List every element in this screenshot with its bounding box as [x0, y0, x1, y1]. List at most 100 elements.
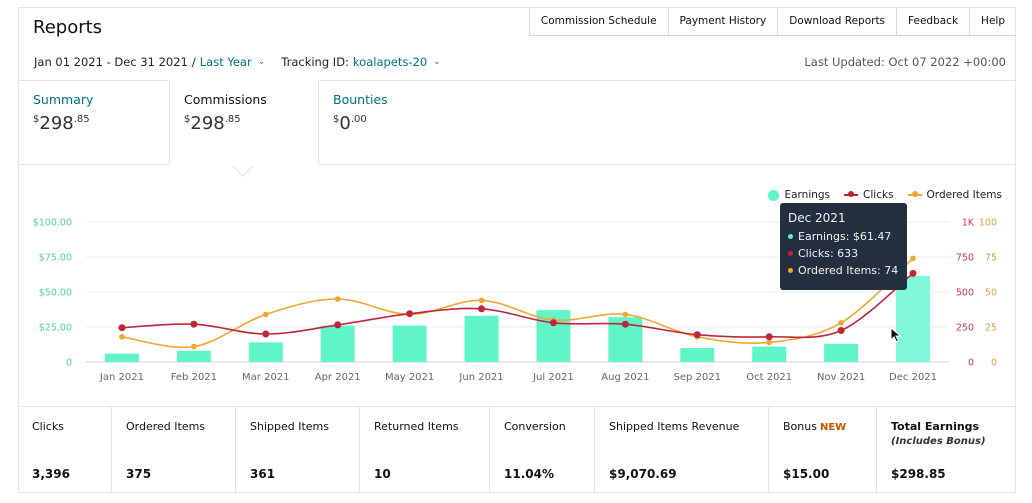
stat-value: $9,070.69: [609, 467, 677, 481]
right-ordered-axis-tick: 0: [991, 358, 997, 369]
tab-label: Summary: [33, 92, 94, 107]
ordered-items-point: [478, 297, 485, 304]
clicks-point: [909, 269, 917, 277]
clicks-dot-icon: [788, 251, 793, 256]
ordered-items-dot-icon: [788, 268, 793, 273]
stat-label: Bonus NEW: [783, 420, 847, 433]
tab-amount: $0.00: [333, 113, 367, 134]
clicks-point: [190, 320, 198, 328]
commission-schedule-button[interactable]: Commission Schedule: [530, 7, 669, 35]
legend-clicks[interactable]: Clicks: [844, 189, 894, 201]
chart-tooltip: Dec 2021 Earnings: $61.47 Clicks: 633 Or…: [780, 203, 907, 290]
left-axis-tick: 0: [66, 358, 72, 369]
download-reports-button[interactable]: Download Reports: [778, 7, 898, 35]
tab-label: Bounties: [333, 92, 388, 107]
ordered-items-point: [838, 320, 844, 326]
earnings-dot-icon: [788, 234, 793, 239]
right-ordered-axis-tick: 25: [985, 323, 997, 334]
x-axis-label: Feb 2021: [171, 372, 217, 383]
reports-panel: [18, 7, 1016, 493]
stat-label: Ordered Items: [126, 420, 206, 433]
divider: [18, 80, 1016, 81]
stat-value: $15.00: [783, 467, 830, 481]
tooltip-row-ordered-items: Ordered Items: 74: [788, 264, 899, 277]
clicks-point: [837, 327, 845, 334]
legend-earnings[interactable]: Earnings: [768, 189, 830, 201]
earnings-bar: [104, 353, 139, 362]
x-axis-label: Nov 2021: [817, 372, 865, 383]
earnings-bar: [176, 350, 211, 362]
page-title: Reports: [33, 17, 103, 38]
clicks-point: [765, 333, 773, 341]
ordered-items-point: [334, 296, 341, 302]
tab-commissions[interactable]: Commissions $298.85: [169, 80, 319, 164]
stat-returned-items: Returned Items 10: [360, 407, 490, 493]
stats-bar: Clicks 3,396 Ordered Items 375 Shipped I…: [18, 406, 1016, 493]
clicks-swatch: [844, 191, 859, 197]
tracking-id-dropdown[interactable]: koalapets-20: [352, 55, 428, 69]
earnings-bar: [392, 325, 427, 362]
stat-label: Conversion: [504, 420, 566, 433]
right-clicks-axis-tick: 500: [956, 288, 974, 299]
tab-amount: $298.85: [33, 113, 90, 134]
right-ordered-axis-tick: 50: [985, 288, 997, 299]
clicks-point: [478, 305, 486, 313]
ordered-items-point: [191, 343, 197, 350]
clicks-point: [118, 324, 126, 332]
earnings-bar: [680, 348, 715, 362]
right-clicks-axis-tick: 750: [956, 253, 974, 264]
left-axis-tick: $25.00: [39, 323, 72, 334]
clicks-point: [406, 310, 414, 318]
x-axis-label: Jan 2021: [99, 372, 144, 383]
summary-tabs: Summary $298.85 Commissions $298.85 Boun…: [19, 80, 1015, 164]
period-dropdown[interactable]: Last Year: [199, 55, 252, 69]
x-axis-label: Jul 2021: [532, 372, 574, 383]
payment-history-button[interactable]: Payment History: [669, 7, 779, 35]
tab-bounties[interactable]: Bounties $0.00: [319, 80, 469, 164]
stat-value: 11.04%: [504, 467, 554, 481]
stat-value: 375: [126, 467, 152, 481]
new-badge: NEW: [819, 422, 847, 433]
tooltip-title: Dec 2021: [788, 211, 846, 225]
last-updated-text: Last Updated: Oct 07 2022 +00:00: [804, 55, 1006, 69]
earnings-bar: [320, 325, 355, 362]
chevron-down-icon[interactable]: ⌄: [433, 57, 441, 67]
ordered-items-point: [262, 311, 269, 318]
ordered-items-point: [766, 339, 773, 346]
stat-ordered-items: Ordered Items 375: [112, 407, 236, 493]
stat-sublabel: (Includes Bonus): [891, 436, 986, 447]
right-clicks-axis-tick: 250: [956, 323, 974, 334]
stat-value: 3,396: [32, 467, 70, 481]
stat-clicks: Clicks 3,396: [18, 407, 112, 493]
right-clicks-axis-tick: 0: [968, 358, 974, 369]
x-axis-label: Apr 2021: [315, 372, 361, 383]
date-range-text: Jan 01 2021 - Dec 31 2021: [34, 55, 188, 69]
tab-amount: $298.85: [184, 113, 241, 134]
right-clicks-axis-tick: 1K: [962, 218, 975, 229]
clicks-line: [121, 272, 914, 339]
stat-value: 10: [374, 467, 391, 481]
stat-label: Returned Items: [374, 420, 459, 433]
tooltip-row-clicks: Clicks: 633: [788, 247, 899, 260]
earnings-bar: [752, 346, 787, 362]
stat-value: 361: [250, 467, 276, 481]
stat-shipped-items: Shipped Items 361: [236, 407, 360, 493]
tracking-id-label: Tracking ID:: [281, 55, 349, 69]
x-axis-label: Sep 2021: [674, 372, 721, 383]
x-axis-label: Jun 2021: [458, 372, 503, 383]
right-ordered-axis-tick: 75: [985, 253, 997, 264]
legend-ordered-items[interactable]: Ordered Items: [907, 189, 1002, 201]
help-button[interactable]: Help: [981, 15, 1005, 27]
earnings-bar: [896, 275, 931, 362]
clicks-point: [262, 330, 270, 338]
tab-summary[interactable]: Summary $298.85: [19, 80, 169, 164]
stat-conversion: Conversion 11.04%: [490, 407, 595, 493]
left-axis-tick: $75.00: [39, 253, 72, 264]
divider: [319, 164, 1016, 165]
x-axis-label: Dec 2021: [889, 372, 937, 383]
x-axis-label: Mar 2021: [242, 372, 290, 383]
feedback-button[interactable]: Feedback: [897, 7, 971, 35]
ordered-items-point: [910, 255, 916, 262]
chevron-down-icon[interactable]: ⌄: [257, 57, 266, 67]
ordered-items-point: [622, 311, 629, 318]
